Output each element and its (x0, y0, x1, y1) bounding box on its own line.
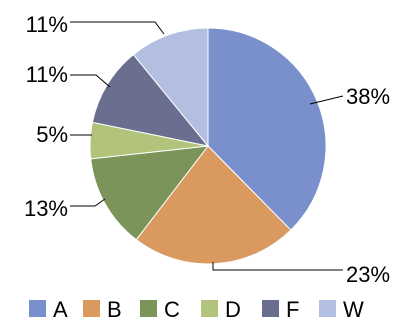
data-label-b: 23% (346, 262, 390, 287)
leader-line-f (70, 74, 111, 88)
leader-line-a (309, 95, 344, 105)
data-label-a: 38% (346, 84, 390, 109)
legend-item-c: C (140, 297, 180, 322)
legend-label-d: D (225, 297, 241, 322)
pie-slices (89, 27, 327, 265)
data-label-f: 11% (26, 62, 68, 87)
legend-swatch-b (83, 300, 100, 317)
legend-label-a: A (53, 297, 68, 322)
pie-slice-w (132, 27, 209, 148)
legend-item-d: D (201, 297, 241, 322)
legend-label-w: W (343, 297, 364, 322)
legend-label-c: C (164, 297, 180, 322)
leader-line-c (70, 198, 106, 207)
pie-slice-a (207, 27, 327, 231)
legend-label-b: B (107, 297, 122, 322)
legend-swatch-c (140, 300, 157, 317)
leader-line-b (212, 262, 343, 271)
legend-swatch-f (262, 300, 279, 317)
pie-leader-lines (70, 21, 344, 271)
legend-item-a: A (29, 297, 68, 322)
pie-slice-b (135, 145, 292, 265)
data-label-w: 11% (26, 12, 68, 37)
legend-swatch-w (319, 300, 336, 317)
legend-label-f: F (286, 297, 299, 322)
leader-line-w (70, 21, 165, 35)
data-label-d: 5% (36, 122, 68, 147)
legend-swatch-d (201, 300, 218, 317)
legend-item-f: F (262, 297, 299, 322)
legend-swatch-a (29, 300, 46, 317)
legend-item-w: W (319, 297, 364, 322)
pie-slice-c (90, 145, 210, 241)
legend-item-b: B (83, 297, 122, 322)
data-label-c: 13% (24, 196, 68, 221)
pie-data-labels: 38% 23% 13% 5% 11% 11% (24, 12, 390, 287)
